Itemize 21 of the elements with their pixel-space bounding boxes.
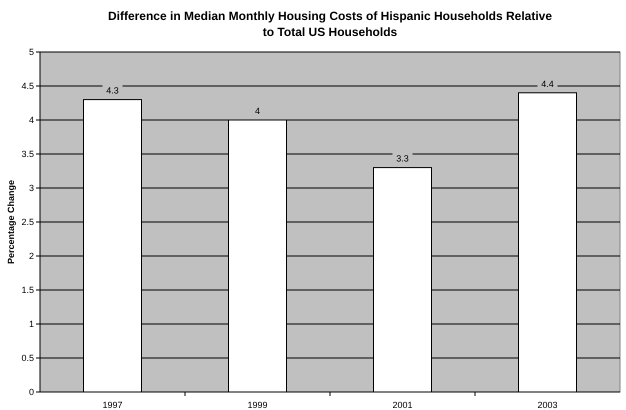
x-tick-label: 1999 xyxy=(247,400,268,410)
y-tick-label: 0 xyxy=(28,387,34,397)
y-tick-label: 1.5 xyxy=(21,285,34,295)
y-tick-label: 5 xyxy=(28,47,34,57)
y-tick-label: 3 xyxy=(28,183,34,193)
y-tick-label: 2.5 xyxy=(21,217,34,227)
x-tick-label: 1997 xyxy=(102,400,123,410)
y-tick-label: 2 xyxy=(28,251,34,261)
y-tick-label: 4.5 xyxy=(21,81,34,91)
y-axis-title: Percentage Change xyxy=(6,180,16,264)
data-label: 4.3 xyxy=(106,86,119,96)
data-label: 4.4 xyxy=(541,78,554,89)
data-label: 3.3 xyxy=(396,154,409,164)
chart-title: Difference in Median Monthly Housing Costs of Hispanic Households Relative to Total US Households xyxy=(108,9,552,39)
y-tick-label: 4 xyxy=(28,115,34,125)
x-tick-label: 2003 xyxy=(537,400,558,410)
y-tick-label: 3.5 xyxy=(21,149,34,159)
x-tick-label: 2001 xyxy=(392,400,413,410)
y-tick-label: 1 xyxy=(28,319,34,329)
y-tick-label: 0.5 xyxy=(21,353,34,363)
data-label: 4 xyxy=(254,106,260,116)
